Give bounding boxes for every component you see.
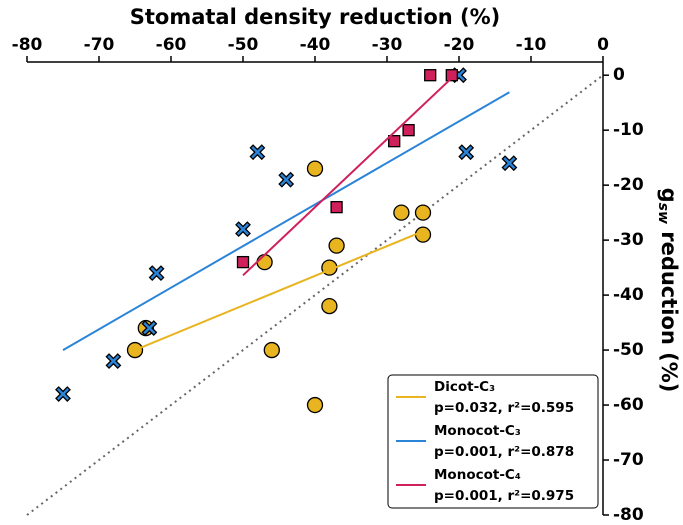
legend-label: Monocot-C₄ (434, 467, 521, 483)
point (388, 135, 401, 148)
point (263, 341, 280, 359)
point (235, 221, 251, 238)
point (236, 255, 250, 269)
point (249, 144, 266, 161)
x-tick-label: 0 (597, 35, 609, 55)
point (105, 353, 122, 369)
point (458, 144, 475, 161)
point (501, 155, 518, 172)
point (393, 204, 410, 221)
chart-title: Stomatal density reduction (%) (130, 5, 501, 29)
identity-line (26, 74, 604, 516)
x-tick-label: -50 (228, 35, 259, 55)
point (414, 226, 432, 243)
point (256, 253, 273, 271)
point (306, 160, 324, 177)
legend-label: Monocot-C₃ (434, 423, 521, 439)
y-label-sub: sw (655, 203, 671, 224)
point (445, 69, 458, 82)
point (424, 69, 437, 82)
point (414, 204, 432, 221)
point (137, 319, 154, 337)
legend-stats: p=0.001, r²=0.975 (434, 488, 574, 504)
point (55, 386, 71, 402)
x-tick-label: -40 (300, 35, 331, 55)
point (141, 320, 158, 337)
legend-box (387, 374, 599, 509)
x-tick-label: -30 (372, 35, 403, 55)
x-tick-label: -80 (12, 35, 43, 55)
y-label-part: reduction (%) (657, 224, 681, 393)
x-tick-label: -20 (444, 35, 475, 55)
fit-line (242, 77, 453, 277)
fit-line (62, 91, 510, 351)
legend-label: Dicot-C₃ (434, 379, 495, 395)
point (321, 297, 338, 315)
y-tick-label: -30 (613, 230, 644, 250)
x-tick-label: -60 (156, 35, 187, 55)
point (148, 265, 165, 282)
y-label-part: g (657, 188, 681, 203)
y-tick-label: 0 (613, 65, 625, 85)
y-tick-label: -80 (613, 505, 644, 525)
point (306, 396, 324, 414)
legend: Dicot-C₃ p=0.032, r²=0.595 Monocot-C₃ p=0.0… (387, 374, 599, 509)
y-tick-label: -60 (613, 395, 644, 415)
x-tick-label: -70 (84, 35, 115, 55)
y-tick-label: -20 (613, 175, 644, 195)
y-tick-label: -10 (613, 120, 644, 140)
fit-line (134, 230, 424, 351)
legend-stats: p=0.001, r²=0.878 (434, 444, 574, 460)
point (402, 124, 415, 137)
y-tick-label: -50 (613, 340, 644, 360)
y-axis-label: gsw reduction (%) (655, 188, 681, 393)
y-tick-label: -40 (613, 285, 644, 305)
legend-stats: p=0.032, r²=0.595 (434, 400, 574, 416)
point (330, 200, 343, 214)
point (328, 237, 345, 254)
y-tick-label: -70 (613, 450, 644, 470)
x-tick-label: -10 (516, 35, 547, 55)
point (278, 171, 295, 188)
